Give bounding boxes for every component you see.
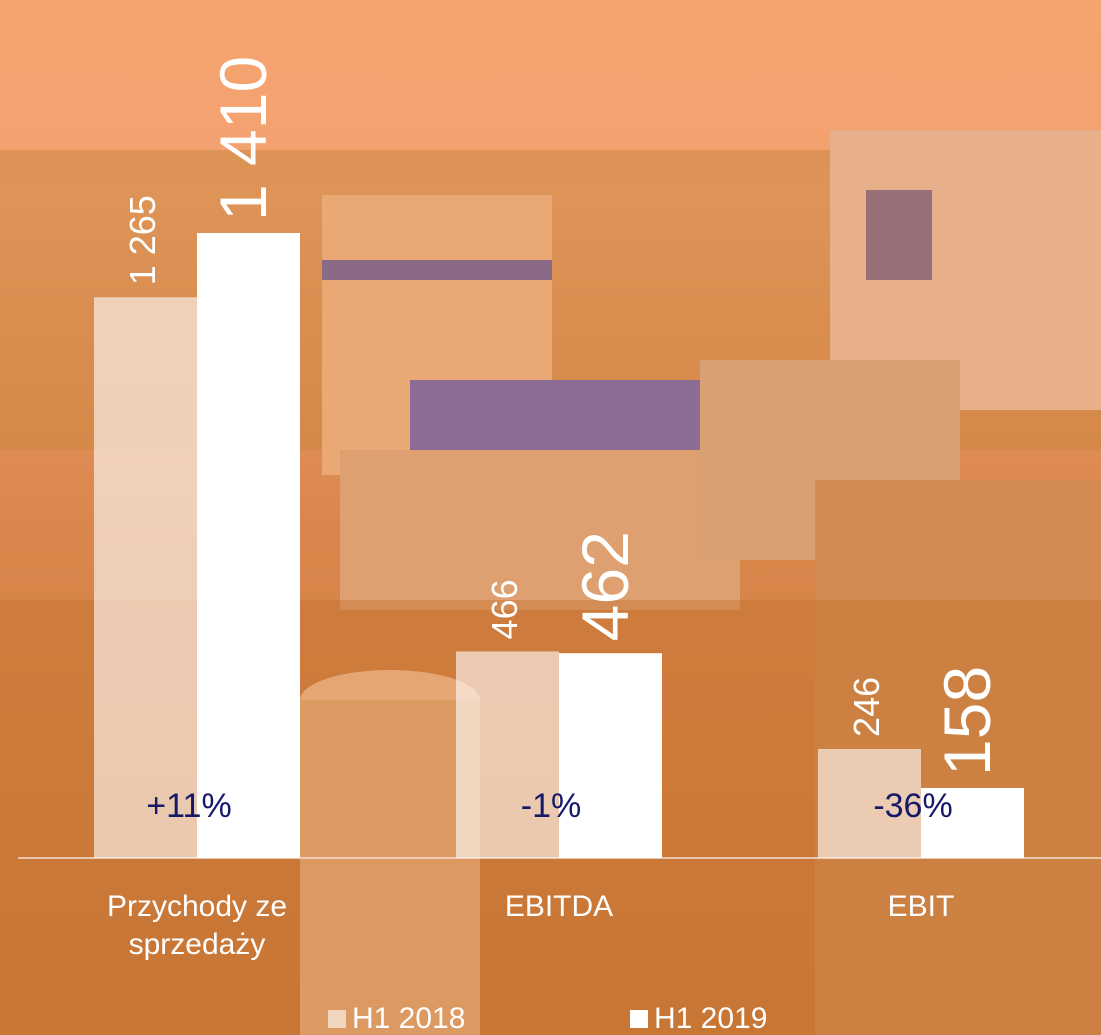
x-tick-label: EBITDA [504,890,614,923]
legend-label: H1 2018 [352,1002,465,1035]
bar [456,651,559,858]
value-label: 158 [930,666,1004,776]
value-label: 246 [846,677,887,737]
x-tick-label: Przychody ze sprzedaży [106,890,288,961]
value-label: 1 410 [206,56,280,221]
bar [94,297,197,858]
annotation: -1% [521,787,581,825]
legend-label: H1 2019 [654,1002,767,1035]
legend-swatch [630,1010,648,1028]
bar [818,748,921,858]
value-label: 1 265 [122,195,163,285]
legend: H1 2018 H1 2019 [328,1002,767,1035]
x-tick-label: EBIT [887,890,955,923]
legend-swatch [328,1010,346,1028]
annotation: -36% [873,787,952,825]
bar [197,233,300,858]
annotation: +11% [146,787,231,825]
value-label: 466 [484,579,525,639]
bar [921,787,1024,858]
bar [559,653,662,858]
value-label: 462 [568,531,642,641]
